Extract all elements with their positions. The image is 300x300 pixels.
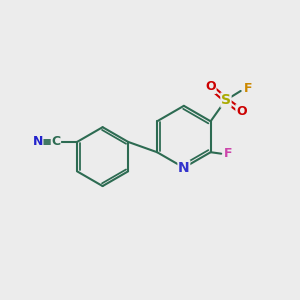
Text: F: F	[244, 82, 252, 94]
Text: N: N	[32, 135, 43, 148]
Text: O: O	[236, 105, 247, 118]
Text: F: F	[224, 147, 232, 160]
Text: N: N	[178, 161, 190, 175]
Text: C: C	[51, 135, 61, 148]
Text: O: O	[205, 80, 216, 93]
Text: S: S	[221, 93, 231, 107]
